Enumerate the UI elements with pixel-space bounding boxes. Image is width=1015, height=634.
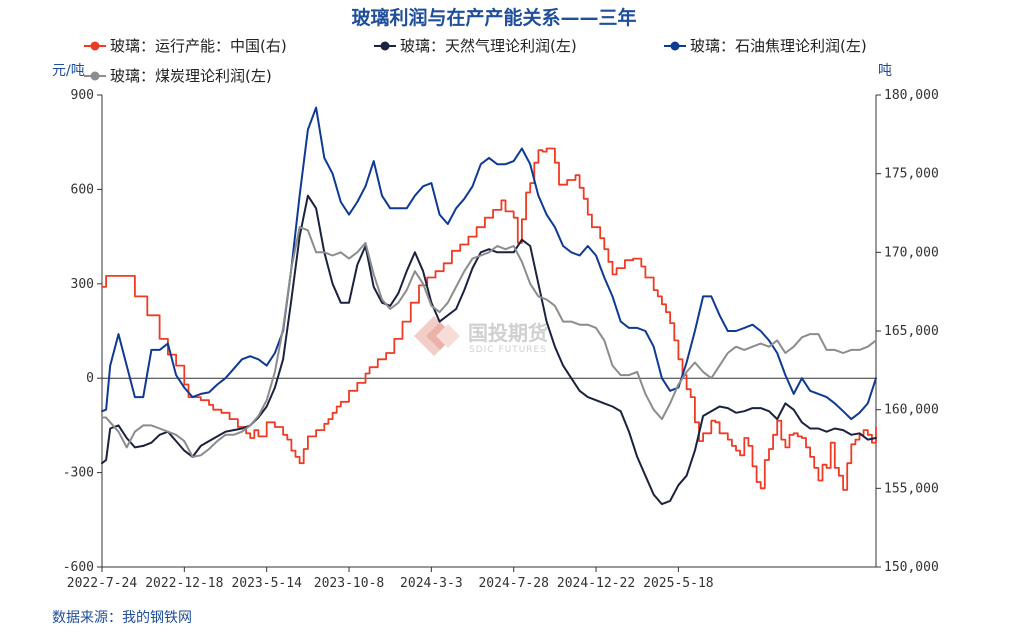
watermark-logo-icon [414,316,460,356]
legend-marker-capacity [90,41,100,51]
right-axis-ticks: 180,000 175,000 170,000 165,000 160,000 155,0… [876,88,939,575]
x-tick-label: 2022-12-18 [145,576,223,591]
legend-item-coal-profit[interactable]: 玻璃：煤炭理论利润(左) [84,67,272,85]
chart-title: 玻璃利润与在产产能关系——三年 [351,6,636,29]
series-line-capacity[interactable] [101,147,877,491]
left-tick-label: 600 [71,182,94,197]
legend-marker-coal-profit [90,71,100,81]
right-tick-label: 160,000 [884,403,939,418]
legend-marker-petcoke-profit [670,41,680,51]
watermark: 国投期货 SDIC FUTURES [414,316,548,356]
x-tick-label: 2024-3-3 [400,576,463,591]
legend-label-capacity: 玻璃：运行产能：中国(右) [110,37,287,55]
x-tick-label: 2023-10-8 [314,576,384,591]
x-tick-label: 2025-5-18 [643,576,713,591]
x-tick-label: 2024-7-28 [478,576,548,591]
left-tick-label: 0 [86,371,94,386]
watermark-name: 国投期货 [468,321,548,345]
right-tick-label: 155,000 [884,481,939,496]
source-note: 数据来源：我的钢铁网 [52,610,192,626]
legend-item-capacity[interactable]: 玻璃：运行产能：中国(右) [84,37,287,55]
left-axis-ticks: 900 600 300 0 -300 -600 [63,88,102,575]
right-tick-label: 165,000 [884,324,939,339]
legend-item-petcoke-profit[interactable]: 玻璃：石油焦理论利润(左) [664,37,867,55]
x-tick-label: 2023-5-14 [231,576,302,591]
series-line-gas-profit[interactable] [101,194,877,506]
left-tick-label: 300 [71,277,94,292]
x-tick-label: 2022-7-24 [67,576,138,591]
x-axis-ticks: 2022-7-24 2022-12-18 2023-5-14 2023-10-8 202… [67,567,714,591]
legend-item-gas-profit[interactable]: 玻璃：天然气理论利润(左) [374,37,577,55]
left-tick-label: -300 [63,466,94,481]
right-axis-unit: 吨 [878,63,892,79]
right-tick-label: 150,000 [884,560,939,575]
x-tick-label: 2024-12-22 [557,576,635,591]
watermark-sub: SDIC FUTURES [469,345,547,355]
right-tick-label: 180,000 [884,88,939,103]
series-line-coal-profit[interactable] [101,226,877,458]
legend-label-gas-profit: 玻璃：天然气理论利润(左) [400,37,577,55]
legend-label-petcoke-profit: 玻璃：石油焦理论利润(左) [690,37,867,55]
legend: 玻璃：运行产能：中国(右) 玻璃：天然气理论利润(左) 玻璃：石油焦理论利润(左… [84,37,867,85]
series-line-petcoke-profit[interactable] [101,106,877,421]
legend-label-coal-profit: 玻璃：煤炭理论利润(左) [110,67,272,85]
left-axis-unit: 元/吨 [52,63,85,79]
left-tick-label: 900 [71,88,94,103]
legend-marker-gas-profit [380,41,390,51]
right-tick-label: 170,000 [884,245,939,260]
left-tick-label: -600 [63,560,94,575]
series-layer [101,106,877,506]
right-tick-label: 175,000 [884,167,939,182]
